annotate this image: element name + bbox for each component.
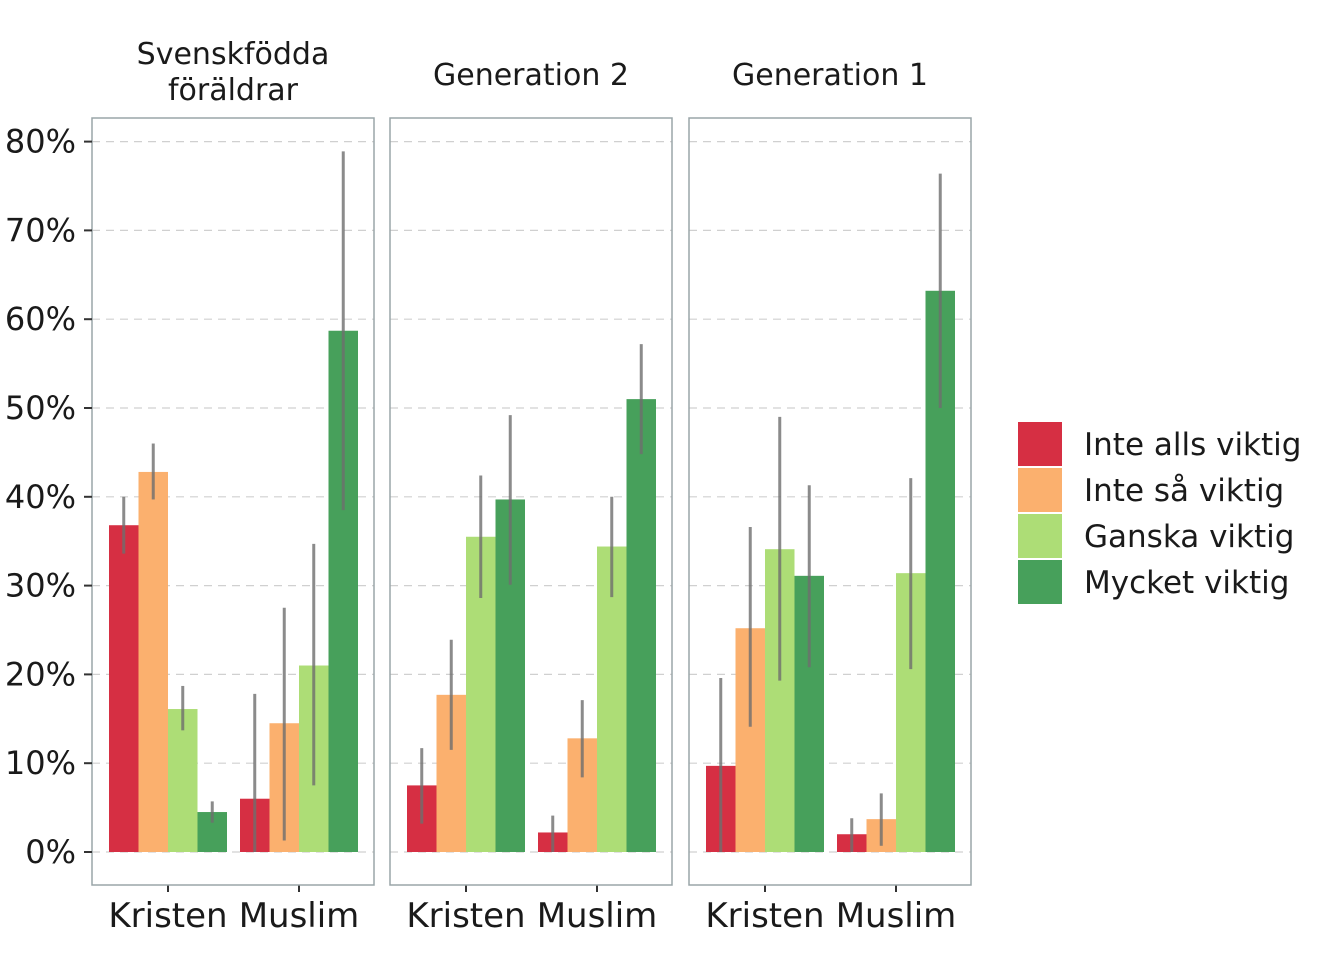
x-tick-label: Kristen xyxy=(406,896,525,936)
facet-panel-3: Kristen Muslim Generation 1 xyxy=(688,58,972,936)
facet-title: föräldrar xyxy=(168,73,299,108)
x-tick-label: Muslim xyxy=(836,896,957,936)
y-tick-label: 80% xyxy=(5,123,76,161)
y-tick-label: 10% xyxy=(5,744,76,782)
y-tick-label: 50% xyxy=(5,389,76,427)
bar xyxy=(109,525,139,852)
legend-swatch xyxy=(1018,468,1062,512)
facet-title: Generation 2 xyxy=(433,58,629,93)
legend-label: Inte så viktig xyxy=(1084,473,1284,509)
y-tick-label: 20% xyxy=(5,655,76,693)
facet-title: Svenskfödda xyxy=(137,37,330,72)
bar xyxy=(626,399,656,852)
x-tick-label: Muslim xyxy=(239,896,360,936)
legend-swatch xyxy=(1018,560,1062,604)
panel-border xyxy=(688,117,972,886)
y-tick-label: 40% xyxy=(5,478,76,516)
legend-label: Ganska viktig xyxy=(1084,519,1294,555)
y-axis: 0% 10% 20% 30% 40% 50% 60% 70% 80% xyxy=(5,123,92,871)
y-tick-label: 30% xyxy=(5,567,76,605)
facet-panel-2: Kristen Muslim Generation 2 xyxy=(389,58,673,936)
y-tick-label: 60% xyxy=(5,300,76,338)
legend-swatch xyxy=(1018,514,1062,558)
x-tick-label: Kristen xyxy=(108,896,227,936)
panel-border xyxy=(91,117,375,886)
x-tick-label: Kristen xyxy=(705,896,824,936)
legend-label: Inte alls viktig xyxy=(1084,427,1301,463)
y-tick-label: 0% xyxy=(25,833,76,871)
legend-swatch xyxy=(1018,422,1062,466)
panel-border xyxy=(389,117,673,886)
x-tick-label: Muslim xyxy=(537,896,658,936)
bar xyxy=(597,546,627,852)
y-tick-label: 70% xyxy=(5,211,76,249)
legend-label: Mycket viktig xyxy=(1084,565,1289,601)
facet-title: Generation 1 xyxy=(732,58,928,93)
bar xyxy=(168,709,198,852)
legend: Inte alls viktig Inte så viktig Ganska vik… xyxy=(1018,422,1301,604)
bar xyxy=(138,471,168,852)
